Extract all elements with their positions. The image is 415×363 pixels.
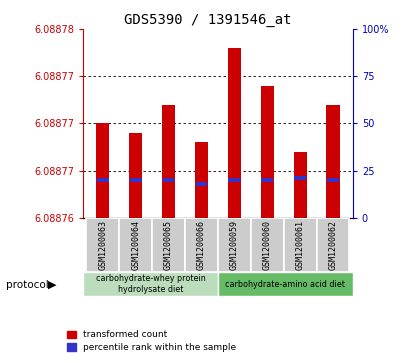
Bar bbox=[327, 178, 339, 182]
Bar bbox=[218, 218, 251, 272]
Bar bbox=[317, 218, 349, 272]
Bar bbox=[185, 218, 218, 272]
Text: GSM1200064: GSM1200064 bbox=[131, 220, 140, 270]
Legend: transformed count, percentile rank within the sample: transformed count, percentile rank withi… bbox=[67, 330, 236, 352]
Text: carbohydrate-whey protein
hydrolysate diet: carbohydrate-whey protein hydrolysate di… bbox=[95, 274, 205, 294]
Bar bbox=[162, 105, 175, 218]
Bar bbox=[86, 218, 119, 272]
Bar bbox=[228, 48, 241, 218]
Bar bbox=[228, 178, 240, 182]
Bar bbox=[195, 142, 208, 218]
Bar bbox=[119, 218, 152, 272]
Bar bbox=[152, 218, 185, 272]
Bar bbox=[251, 218, 284, 272]
Bar bbox=[261, 178, 273, 182]
Bar bbox=[284, 218, 317, 272]
Bar bbox=[261, 86, 274, 218]
Bar bbox=[218, 272, 353, 296]
Bar bbox=[129, 133, 142, 218]
Text: carbohydrate-amino acid diet: carbohydrate-amino acid diet bbox=[225, 280, 345, 289]
Text: GSM1200065: GSM1200065 bbox=[164, 220, 173, 270]
Bar bbox=[195, 182, 208, 185]
Text: GSM1200059: GSM1200059 bbox=[230, 220, 239, 270]
Text: GSM1200061: GSM1200061 bbox=[295, 220, 305, 270]
Bar bbox=[97, 178, 109, 182]
Bar bbox=[294, 176, 306, 180]
Text: GSM1200060: GSM1200060 bbox=[263, 220, 272, 270]
Text: protocol: protocol bbox=[6, 280, 49, 290]
Bar bbox=[327, 105, 339, 218]
Bar bbox=[293, 152, 307, 218]
Bar bbox=[83, 272, 218, 296]
Text: GSM1200062: GSM1200062 bbox=[329, 220, 337, 270]
Text: GSM1200066: GSM1200066 bbox=[197, 220, 206, 270]
Bar bbox=[130, 178, 142, 182]
Bar bbox=[96, 123, 109, 218]
Text: GSM1200063: GSM1200063 bbox=[98, 220, 107, 270]
Text: GDS5390 / 1391546_at: GDS5390 / 1391546_at bbox=[124, 13, 291, 27]
Text: ▶: ▶ bbox=[48, 280, 56, 290]
Bar bbox=[163, 178, 174, 182]
